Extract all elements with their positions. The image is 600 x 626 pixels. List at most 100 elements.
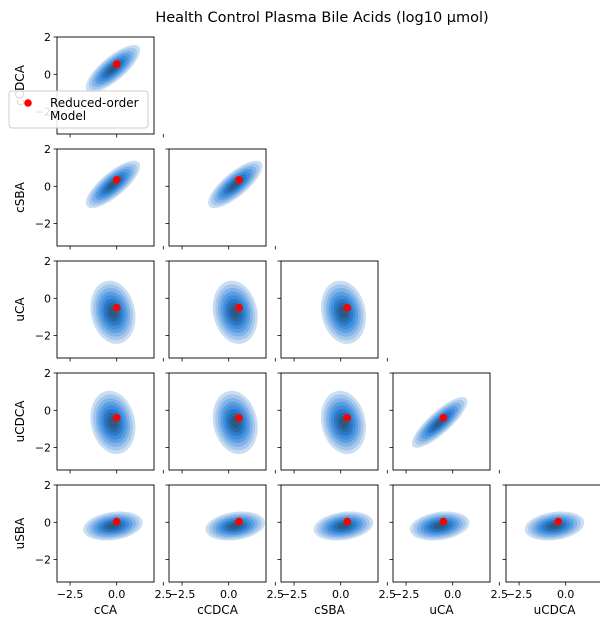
x-tick-label: 2.5 (155, 588, 173, 601)
axes-frame (280, 484, 379, 583)
kde-contours (205, 511, 265, 541)
x-tick-label: −2.5 (281, 588, 308, 601)
kde-contours (212, 390, 258, 455)
axes-frame (56, 484, 155, 583)
panel-uSBA-vs-uCDCA: −2.50.02.5uCDCA (502, 484, 600, 617)
axes-frame (56, 260, 155, 359)
panel-uCA-vs-cSBA (277, 260, 388, 362)
y-axis-label: uCA (13, 297, 27, 322)
axes-frame (392, 484, 491, 583)
axes-frame (56, 36, 155, 135)
y-tick-label: 0 (44, 516, 51, 529)
kde-contours (411, 396, 468, 448)
model-point (554, 517, 563, 526)
x-axis-label: uCDCA (534, 603, 577, 617)
kde-contours (83, 511, 143, 541)
legend-label: Reduced-order Model (50, 96, 139, 123)
y-tick-label: 0 (44, 180, 51, 193)
panel-grid: −202cCDCA−202cSBA−202uCA−202uCDCA−202−2.… (13, 31, 600, 617)
y-tick-label: 2 (44, 31, 51, 44)
x-tick-label: 2.5 (267, 588, 285, 601)
y-tick-label: 2 (44, 255, 51, 268)
y-tick-label: 0 (44, 292, 51, 305)
x-tick-label: −2.5 (169, 588, 196, 601)
model-point (112, 413, 121, 422)
model-point (439, 517, 448, 526)
axes-frame (168, 148, 267, 247)
x-tick-label: 0.0 (557, 588, 575, 601)
y-tick-label: −2 (35, 330, 51, 343)
y-tick-label: −2 (35, 442, 51, 455)
x-tick-label: 0.0 (108, 588, 126, 601)
axes-frame (392, 372, 491, 471)
panel-uCA-vs-cCA: −2 0 2 uCA (13, 255, 164, 362)
x-tick-label: 2.5 (491, 588, 509, 601)
axes-frame (505, 484, 600, 583)
y-tick-label: 2 (44, 479, 51, 492)
model-point (235, 517, 243, 526)
y-axis-label: cSBA (13, 181, 27, 212)
model-point (343, 517, 352, 526)
model-point (343, 303, 352, 312)
axes-frame (280, 372, 379, 471)
axes-frame (168, 372, 267, 471)
panel-uCA-vs-cCDCA (165, 260, 276, 362)
y-tick-label: −2 (35, 218, 51, 231)
x-tick-label: −2.5 (57, 588, 84, 601)
legend-marker (24, 99, 32, 107)
kde-contours (208, 160, 263, 209)
axes-frame (56, 148, 155, 247)
kde-contours (320, 280, 367, 344)
panel-uSBA-vs-cSBA: −2.5 0.0 2.5 cSBA (277, 484, 397, 617)
panel-cSBA-vs-cCDCA (165, 148, 276, 250)
x-tick-label: 0.0 (332, 588, 350, 601)
x-axis-label: uCA (429, 603, 454, 617)
axes-frame (280, 260, 379, 359)
chart-title: Health Control Plasma Bile Acids (log10 … (155, 10, 488, 26)
panel-uSBA-vs-cCA: −2 0 2 −2.5 0.0 2.5 uSBA cCA (13, 479, 172, 617)
model-point (439, 413, 448, 422)
model-point (112, 175, 121, 184)
legend-box (8, 90, 149, 129)
kde-contours (313, 511, 374, 541)
kde-contours (90, 280, 136, 344)
axes-frame (168, 260, 267, 359)
model-point (112, 60, 121, 68)
axes-frame (168, 484, 267, 583)
x-tick-label: 0.0 (220, 588, 238, 601)
x-axis-label: cCA (94, 603, 118, 617)
x-tick-label: 0.0 (444, 588, 462, 601)
kde-contours (85, 45, 141, 93)
kde-contours (409, 511, 470, 541)
kde-contours (90, 390, 136, 455)
panel-uSBA-vs-uCA: −2.5 0.0 2.5 uCA (389, 484, 509, 617)
model-point (112, 517, 121, 526)
kde-contours (85, 160, 141, 209)
y-tick-label: 2 (44, 367, 51, 380)
y-tick-label: 0 (44, 68, 51, 81)
model-point (343, 413, 352, 422)
kde-contours (320, 390, 367, 455)
x-tick-label: 2.5 (379, 588, 397, 601)
x-axis-label: cSBA (314, 603, 345, 617)
y-tick-label: −2 (35, 554, 51, 567)
model-point (112, 303, 121, 312)
panel-uCDCA-vs-uCA (389, 372, 500, 474)
kde-contours (524, 511, 585, 541)
x-tick-label: −2.5 (506, 588, 533, 601)
y-tick-label: 0 (44, 404, 51, 417)
y-tick-label: 2 (44, 143, 51, 156)
axes-frame (56, 372, 155, 471)
kde-contours (212, 280, 258, 344)
panel-uCDCA-vs-cSBA (277, 372, 388, 474)
panel-uSBA-vs-cCDCA: −2.5 0.0 2.5 cCDCA (165, 484, 285, 617)
y-axis-label: uCDCA (13, 400, 27, 443)
x-tick-label: −2.5 (393, 588, 420, 601)
model-point (235, 303, 243, 312)
model-point (235, 413, 243, 422)
panel-uCDCA-vs-cCDCA (165, 372, 276, 474)
y-axis-label: uSBA (13, 517, 27, 549)
x-axis-label: cCDCA (197, 603, 239, 617)
model-point (235, 175, 243, 184)
